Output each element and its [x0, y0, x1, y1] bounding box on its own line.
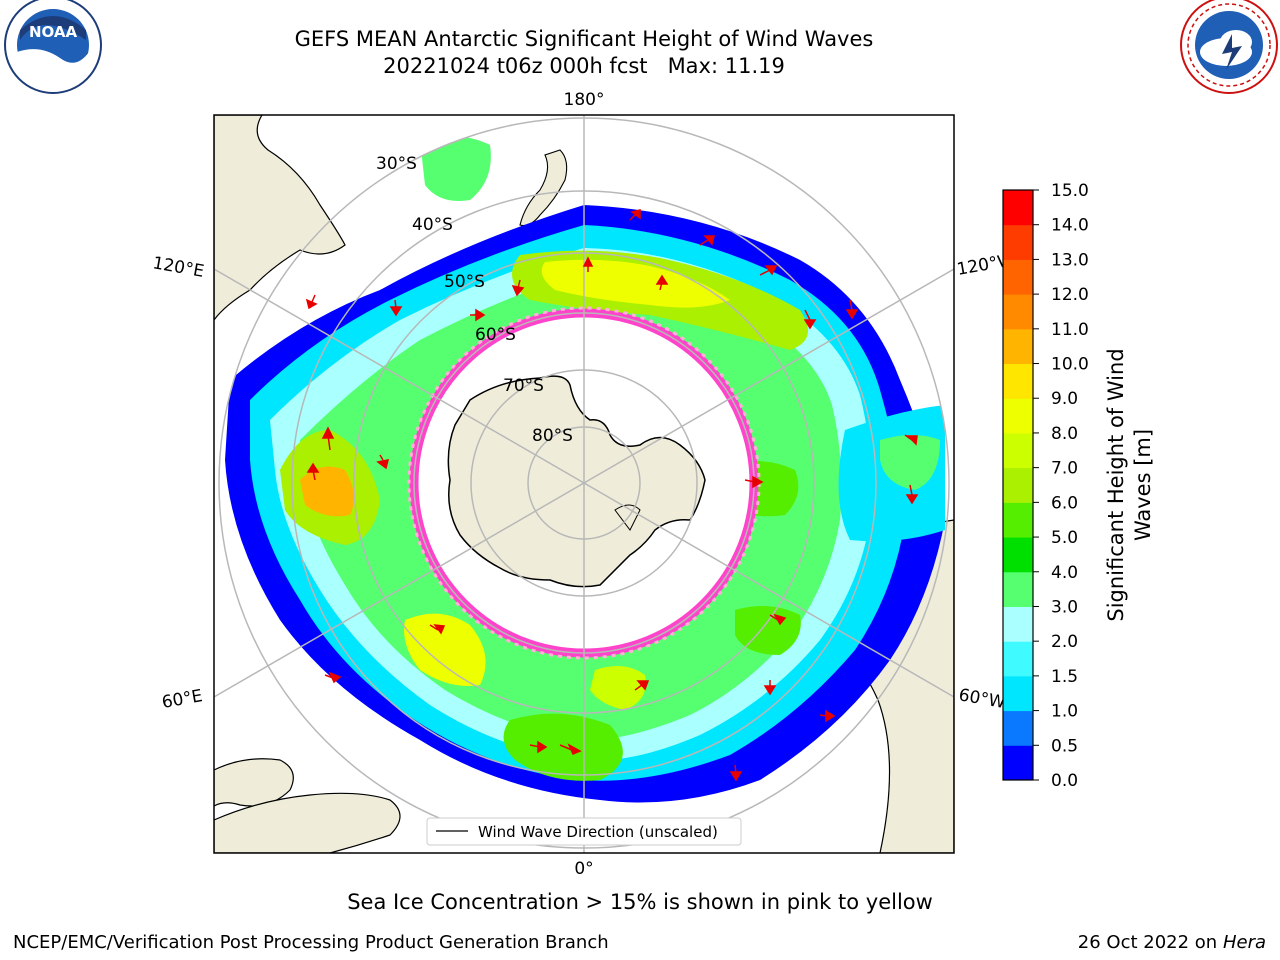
colorbar-swatch: [1003, 328, 1033, 365]
legend-label: Wind Wave Direction (unscaled): [478, 823, 718, 841]
colorbar-swatch: [1003, 398, 1033, 434]
colorbar-swatch: [1003, 675, 1033, 712]
wave-field-outer: [420, 136, 945, 542]
colorbar-tick-label: 14.0: [1051, 216, 1089, 236]
colorbar-tick-label: 1.0: [1051, 702, 1078, 722]
colorbar-label-line1: Significant Height of Wind: [1104, 348, 1128, 621]
colorbar-swatch: [1003, 432, 1033, 469]
footer-date: 26 Oct 2022 on Hera: [1078, 932, 1266, 953]
footer-branch: NCEP/EMC/Verification Post Processing Pr…: [13, 932, 609, 953]
map-area: Wind Wave Direction (unscaled): [214, 115, 954, 853]
colorbar-swatch: [1003, 641, 1033, 677]
colorbar-tick-label: 8.0: [1051, 424, 1078, 444]
footer-date-text: 26 Oct 2022 on: [1077, 932, 1223, 953]
colorbar-swatch: [1003, 294, 1033, 330]
colorbar-swatch: [1003, 467, 1033, 503]
graticule: [214, 115, 954, 853]
wind-wave-legend: Wind Wave Direction (unscaled): [426, 817, 742, 846]
map-subtitle: 20221024 t06z 000h fcst Max: 11.19: [383, 54, 785, 78]
lon-label-60e: 60°E: [160, 686, 204, 713]
colorbar-tick-label: 15.0: [1051, 181, 1089, 201]
wave-direction-arrows: [305, 209, 919, 782]
noaa-logo-text: NOAA: [29, 23, 78, 41]
noaa-logo: NOAA: [4, 0, 102, 94]
colorbar-tick-label: 5.0: [1051, 528, 1078, 548]
lat-label-30s: 30°S: [376, 154, 417, 174]
colorbar: 0.0 0.5 1.0 1.5 2.0 3.0 4.0 5.0 6.0 7.0 8.0 9.0 10.0…: [1002, 181, 1089, 791]
map-title: GEFS MEAN Antarctic Significant Height o…: [294, 27, 874, 51]
latitude-labels: 30°S 40°S 50°S 60°S 70°S 80°S: [376, 154, 573, 446]
colorbar-swatch: [1003, 190, 1033, 226]
colorbar-tick-label: 13.0: [1051, 250, 1089, 270]
colorbar-tick-label: 0.5: [1051, 736, 1078, 756]
colorbar-label-line2: Waves [m]: [1131, 429, 1155, 541]
lon-label-0: 0°: [574, 859, 593, 879]
lat-label-70s: 70°S: [503, 376, 544, 396]
lat-label-60s: 60°S: [475, 325, 516, 345]
colorbar-tick-label: 2.0: [1051, 632, 1078, 652]
lon-label-120e: 120°E: [151, 253, 205, 282]
colorbar-swatch: [1003, 363, 1033, 399]
colorbar-tick-label: 7.0: [1051, 459, 1078, 479]
colorbar-swatch: [1003, 224, 1033, 260]
colorbar-tick-label: 9.0: [1051, 389, 1078, 409]
colorbar-frame: [1002, 189, 1034, 781]
sea-ice-caption: Sea Ice Concentration > 15% is shown in …: [347, 890, 933, 914]
colorbar-tick-label: 11.0: [1051, 320, 1089, 340]
lon-label-60w: 60°W: [957, 685, 1007, 713]
colorbar-tick-label: 10.0: [1051, 355, 1089, 375]
colorbar-tick-label: 1.5: [1051, 667, 1078, 687]
map-frame: [213, 114, 955, 854]
colorbar-swatch: [1003, 606, 1033, 642]
footer-machine: Hera: [1222, 932, 1266, 953]
colorbar-tick-label: 4.0: [1051, 563, 1078, 583]
colorbar-swatch: [1003, 259, 1033, 295]
colorbar-swatch: [1003, 710, 1033, 746]
colorbar-tick-label: 0.0: [1051, 771, 1078, 791]
colorbar-swatch: [1003, 502, 1033, 538]
colorbar-tick-label: 6.0: [1051, 493, 1078, 513]
colorbar-tick-label: 12.0: [1051, 285, 1089, 305]
lon-label-180: 180°: [564, 90, 605, 110]
lat-label-80s: 80°S: [532, 426, 573, 446]
colorbar-tick-label: 3.0: [1051, 597, 1078, 617]
nws-logo: [1180, 0, 1278, 94]
colorbar-swatch: [1003, 537, 1033, 573]
colorbar-swatch: [1003, 745, 1033, 781]
lat-label-40s: 40°S: [412, 215, 453, 235]
lat-label-50s: 50°S: [444, 272, 485, 292]
colorbar-swatch: [1003, 571, 1033, 607]
